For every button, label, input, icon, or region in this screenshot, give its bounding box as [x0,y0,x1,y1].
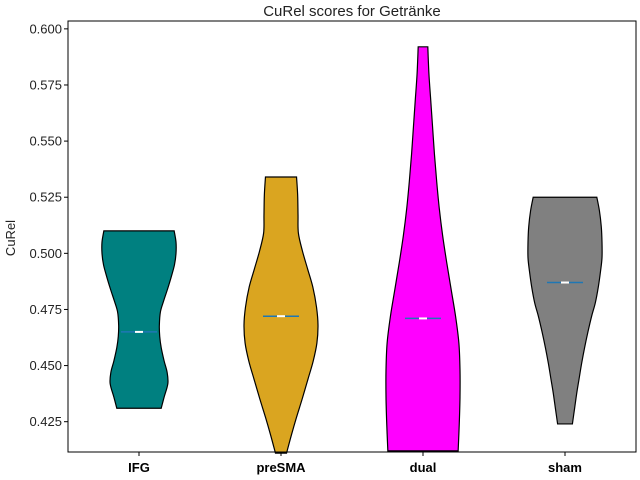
y-axis: 0.425 0.450 0.475 0.500 0.525 0.550 0.575 0.600 [29,21,68,429]
x-axis: IFG preSMA dual sham [128,452,582,475]
x-tick-label-ifg: IFG [128,460,150,475]
y-tick-label: 0.475 [29,302,62,317]
plot-frame [67,20,637,453]
violin-sham [527,196,603,425]
y-tick-label: 0.500 [29,246,62,261]
medians-group [121,281,583,333]
violin-dual [385,46,461,452]
y-tick-label: 0.575 [29,77,62,92]
x-tick-label-dual: dual [410,460,437,475]
violin-presma [243,176,319,454]
y-tick-label: 0.450 [29,358,62,373]
y-tick-label: 0.425 [29,414,62,429]
x-tick-label-sham: sham [548,460,582,475]
chart-title: CuRel scores for Getränke [263,3,441,20]
violins-group [101,46,603,454]
y-tick-label: 0.525 [29,190,62,205]
x-tick-label-presma: preSMA [256,460,306,475]
y-axis-label: CuRel [3,220,18,256]
violin-ifg [101,230,177,409]
y-tick-label: 0.550 [29,134,62,149]
y-tick-label: 0.600 [29,21,62,36]
